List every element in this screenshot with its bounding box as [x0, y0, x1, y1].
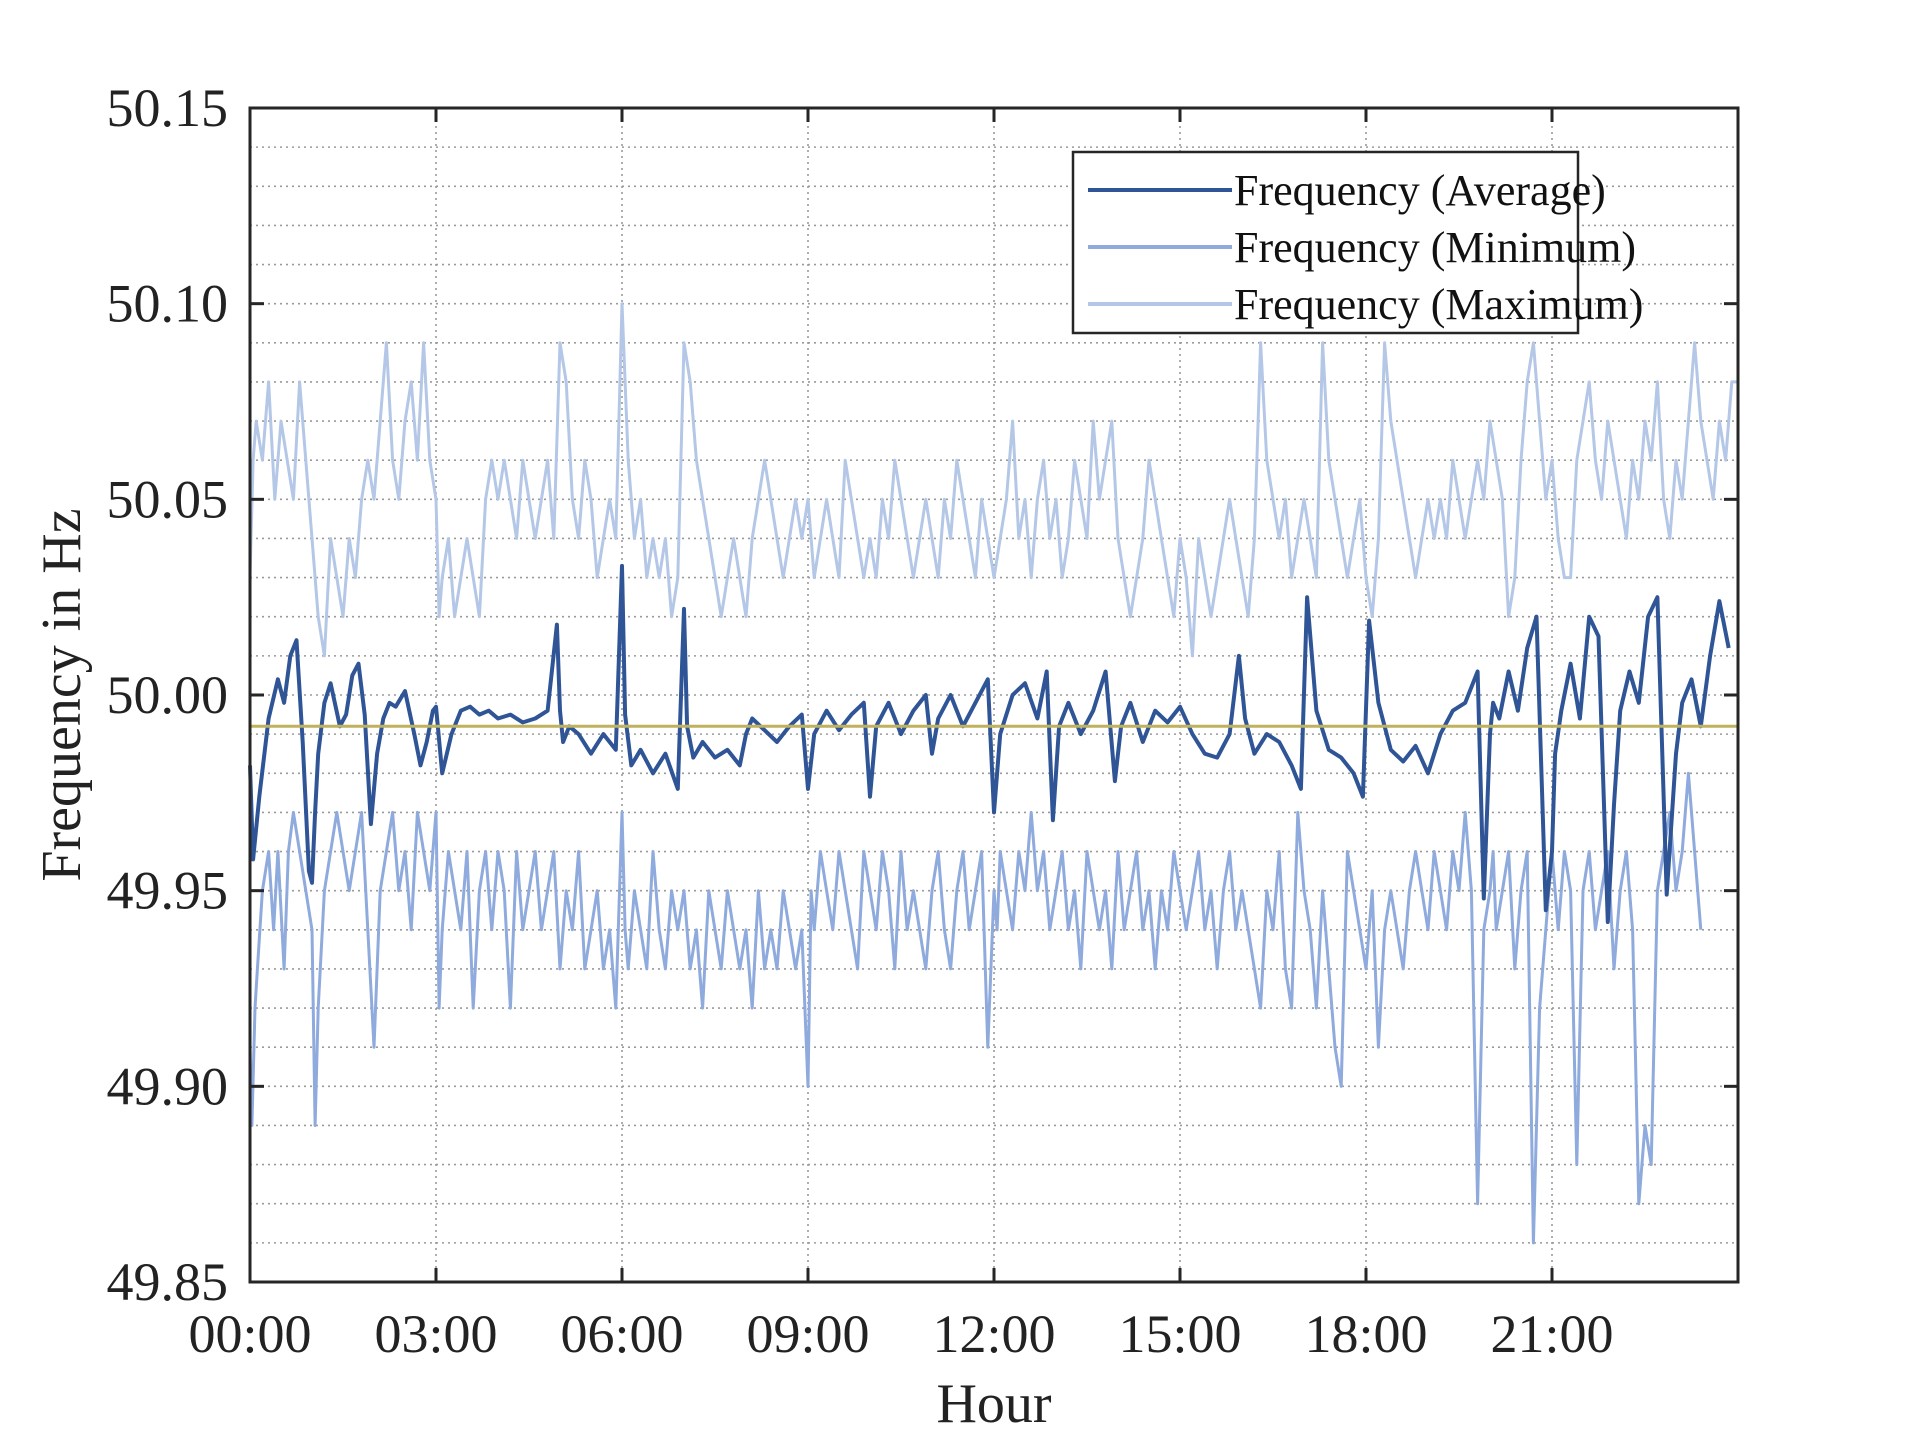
legend-label-maximum: Frequency (Maximum): [1234, 280, 1643, 329]
grid-lines: [250, 108, 1738, 1282]
y-tick-label: 50.05: [107, 469, 229, 529]
x-tick-label: 00:00: [188, 1304, 311, 1364]
x-tick-label: 18:00: [1304, 1304, 1427, 1364]
y-tick-label: 50.10: [107, 274, 229, 334]
y-tick-label: 49.90: [107, 1056, 229, 1116]
x-tick-label: 12:00: [932, 1304, 1055, 1364]
y-axis-title: Frequency in Hz: [31, 508, 93, 881]
legend-label-average: Frequency (Average): [1234, 166, 1606, 215]
series-frequency-minimum: [248, 771, 1703, 1245]
chart-legend: Frequency (Average) Frequency (Minimum) …: [1071, 150, 1643, 335]
x-axis-tick-labels: 00:00 03:00 06:00 09:00 12:00 15:00 18:00 21:00: [188, 1304, 1613, 1364]
axis-ticks: [248, 106, 1738, 1284]
y-tick-label: 50.00: [107, 665, 229, 725]
y-tick-label: 49.95: [107, 861, 229, 921]
x-tick-label: 09:00: [746, 1304, 869, 1364]
x-axis-title: Hour: [936, 1373, 1051, 1435]
x-tick-label: 03:00: [374, 1304, 497, 1364]
y-tick-label: 50.15: [107, 78, 229, 138]
series-frequency-maximum: [248, 302, 1738, 658]
x-tick-label: 21:00: [1490, 1304, 1613, 1364]
data-series: [248, 302, 1738, 1245]
x-tick-label: 06:00: [560, 1304, 683, 1364]
x-tick-label: 15:00: [1118, 1304, 1241, 1364]
legend-label-minimum: Frequency (Minimum): [1234, 223, 1636, 272]
series-frequency-average: [248, 563, 1731, 924]
y-axis-tick-labels: 49.85 49.90 49.95 50.00 50.05 50.10 50.15: [107, 78, 229, 1312]
y-tick-label: 49.85: [107, 1252, 229, 1312]
